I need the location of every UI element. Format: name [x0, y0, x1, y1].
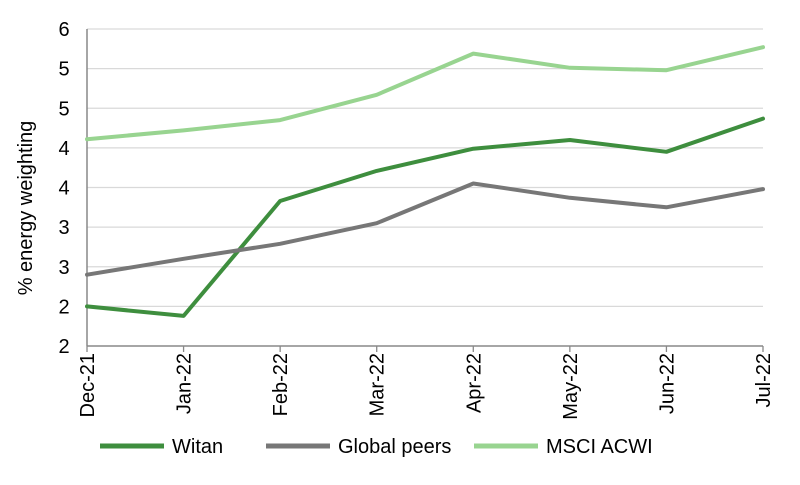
- y-tick-label: 4: [58, 138, 69, 160]
- x-tick-label: Jun-22: [656, 353, 678, 414]
- series-line-msci-acwi: [85, 45, 765, 142]
- y-tick-label: 6: [58, 19, 69, 41]
- series-lines: [85, 45, 765, 318]
- legend: Witan Global peers MSCI ACWI: [100, 436, 653, 458]
- series-line-witan: [85, 116, 765, 318]
- series-line-global-peers: [85, 181, 765, 277]
- y-tick-label: 5: [58, 98, 69, 120]
- x-tick-label: Mar-22: [367, 353, 389, 416]
- x-tick-label: Jan-22: [174, 353, 196, 414]
- legend-label: Witan: [172, 436, 223, 458]
- gridlines: [87, 28, 763, 308]
- y-tick-label: 2: [58, 336, 69, 358]
- x-tick-label: Apr-22: [463, 353, 485, 413]
- y-tick-label: 3: [58, 257, 69, 279]
- x-tick-label: Jul-22: [753, 353, 775, 407]
- legend-label: MSCI ACWI: [546, 436, 653, 458]
- x-tick-label: Feb-22: [270, 353, 292, 416]
- x-tick-labels: Dec-21 Jan-22 Feb-22 Mar-22 Apr-22 May-22 Jun-…: [77, 346, 775, 420]
- y-tick-labels: 2 2 3 3 4 4 5 5 6: [58, 19, 69, 358]
- legend-label: Global peers: [338, 436, 451, 458]
- y-tick-label: 5: [58, 59, 69, 81]
- y-tick-label: 2: [58, 296, 69, 318]
- y-tick-label: 3: [58, 217, 69, 239]
- y-tick-label: 4: [58, 178, 69, 200]
- x-tick-label: May-22: [560, 353, 582, 420]
- x-tick-label: Dec-21: [77, 353, 99, 417]
- y-axis-label: % energy weighting: [15, 121, 37, 296]
